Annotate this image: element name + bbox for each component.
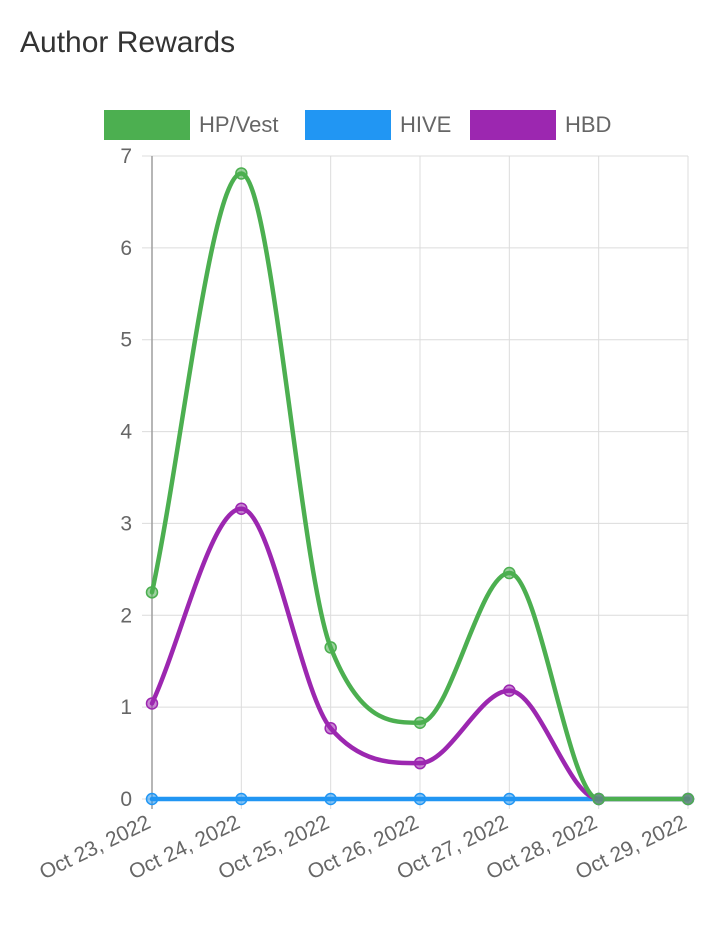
data-point-hp-vest[interactable] xyxy=(324,641,337,654)
legend-item-hive[interactable]: HIVE xyxy=(305,110,451,140)
legend-swatch-hive xyxy=(305,110,391,140)
legend-swatch-hp-vest xyxy=(104,110,190,140)
y-tick-label: 3 xyxy=(120,512,132,535)
legend-swatch-hbd xyxy=(470,110,556,140)
data-point-hp-vest[interactable] xyxy=(413,716,427,730)
legend-item-hp-vest[interactable]: HP/Vest xyxy=(104,110,278,140)
data-point-hp-vest[interactable] xyxy=(503,566,516,580)
data-point-hive[interactable] xyxy=(324,792,337,806)
y-tick-label: 0 xyxy=(120,788,132,811)
legend-label-hp-vest: HP/Vest xyxy=(199,112,278,137)
data-point-hive[interactable] xyxy=(413,792,427,806)
grid xyxy=(142,155,689,809)
data-point-hbd[interactable] xyxy=(235,502,248,515)
data-point-hbd[interactable] xyxy=(145,697,159,710)
series-line-hbd xyxy=(149,506,691,802)
legend-label-hive: HIVE xyxy=(400,112,451,137)
legend-label-hbd: HBD xyxy=(565,112,611,137)
data-point-hp-vest[interactable] xyxy=(592,792,605,806)
data-point-hive[interactable] xyxy=(235,792,248,806)
y-tick-label: 1 xyxy=(120,696,132,719)
y-tick-label: 4 xyxy=(120,421,132,444)
data-points xyxy=(145,167,695,806)
y-tick-label: 5 xyxy=(120,329,132,352)
page-title: Author Rewards xyxy=(20,26,236,59)
data-point-hp-vest[interactable] xyxy=(681,792,695,806)
data-point-hbd[interactable] xyxy=(503,684,516,697)
data-point-hbd[interactable] xyxy=(413,756,427,770)
y-tick-label: 7 xyxy=(120,145,132,168)
legend[interactable]: HP/Vest HIVE HBD xyxy=(104,110,611,140)
series-line-hp-vest xyxy=(149,171,691,802)
y-tick-label: 6 xyxy=(120,237,132,260)
data-point-hive[interactable] xyxy=(503,792,516,806)
data-point-hbd[interactable] xyxy=(324,722,337,735)
data-point-hp-vest[interactable] xyxy=(145,586,159,599)
data-point-hp-vest[interactable] xyxy=(235,167,248,180)
legend-item-hbd[interactable]: HBD xyxy=(470,110,611,140)
data-point-hive[interactable] xyxy=(145,792,159,806)
y-tick-label: 2 xyxy=(120,604,132,627)
